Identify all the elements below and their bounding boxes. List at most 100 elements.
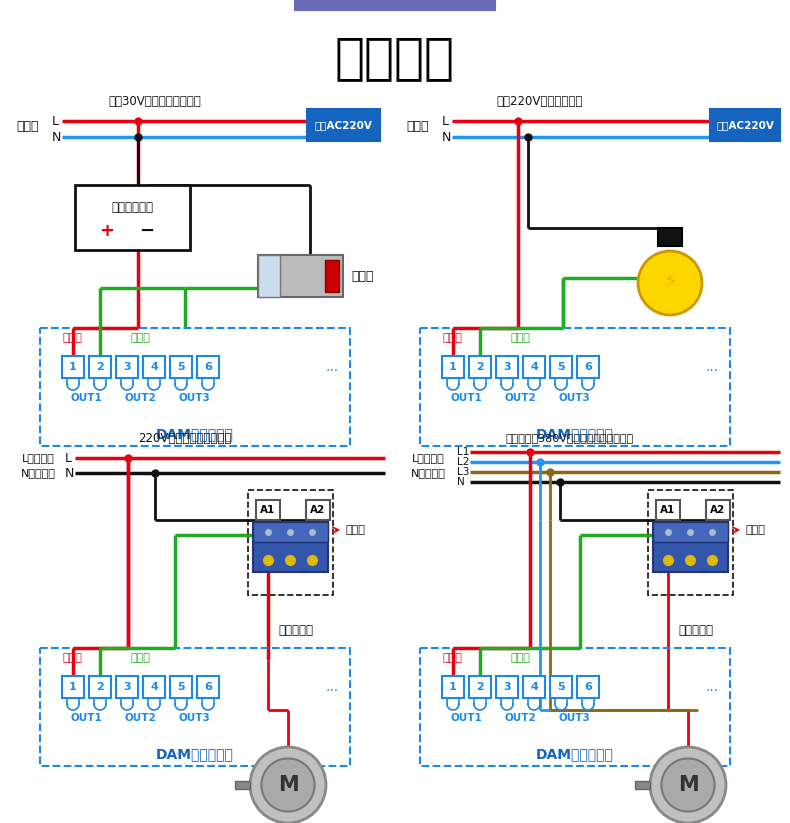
Text: L: L	[442, 114, 449, 128]
Bar	[40, 328, 350, 446]
Text: 常开端: 常开端	[130, 333, 150, 343]
Text: N代表零线: N代表零线	[411, 468, 446, 478]
Text: N: N	[52, 131, 62, 143]
Text: DAM数采控制器: DAM数采控制器	[156, 427, 234, 441]
Text: 主触点: 主触点	[745, 525, 765, 535]
Text: M: M	[277, 775, 299, 795]
Text: OUT1: OUT1	[450, 713, 483, 723]
Text: 电源端: 电源端	[407, 119, 429, 133]
Text: OUT1: OUT1	[450, 393, 483, 403]
Text: 5: 5	[177, 362, 185, 372]
Text: A1: A1	[261, 505, 276, 515]
Bar	[258, 255, 343, 297]
Bar	[256, 500, 280, 520]
Circle shape	[650, 747, 726, 823]
Text: L: L	[52, 114, 59, 128]
Text: OUT3: OUT3	[559, 713, 590, 723]
Bar	[116, 356, 138, 378]
Text: 常开端: 常开端	[510, 333, 530, 343]
Bar	[469, 676, 491, 698]
Text: 220V接交流接触器接线图: 220V接交流接触器接线图	[138, 431, 231, 444]
Text: A1: A1	[660, 505, 675, 515]
Bar	[550, 356, 572, 378]
Text: 1: 1	[70, 362, 77, 372]
Bar	[62, 356, 84, 378]
Bar	[635, 781, 650, 789]
Text: ⚡: ⚡	[662, 273, 678, 293]
Text: OUT1: OUT1	[70, 393, 103, 403]
Text: 2: 2	[96, 682, 103, 692]
Bar	[62, 676, 84, 698]
Text: 交流接触器: 交流接触器	[278, 624, 313, 636]
Bar	[89, 356, 111, 378]
Text: L代表火线: L代表火线	[412, 453, 444, 463]
Bar	[170, 356, 192, 378]
Circle shape	[261, 759, 314, 811]
Text: 交流220V设备接线方法: 交流220V设备接线方法	[497, 95, 583, 108]
Text: OUT1: OUT1	[70, 713, 103, 723]
Text: A2: A2	[310, 505, 325, 515]
Bar	[550, 676, 572, 698]
Text: 主触点: 主触点	[345, 525, 365, 535]
Text: 4: 4	[150, 682, 158, 692]
Text: N: N	[442, 131, 451, 143]
Text: 2: 2	[96, 362, 103, 372]
Text: N: N	[65, 467, 74, 480]
Bar	[75, 185, 190, 250]
Bar	[523, 676, 545, 698]
Text: 输出接线: 输出接线	[335, 34, 455, 82]
Text: 被控设备电源: 被控设备电源	[111, 201, 153, 213]
Text: 4: 4	[530, 362, 538, 372]
Bar	[253, 522, 328, 572]
Text: 公共端: 公共端	[442, 653, 462, 663]
Bar	[706, 500, 730, 520]
Text: N代表零线: N代表零线	[21, 468, 55, 478]
Text: 线圈AC220V: 线圈AC220V	[314, 120, 372, 130]
Circle shape	[638, 251, 702, 315]
Bar	[577, 356, 599, 378]
Text: DAM数采控制器: DAM数采控制器	[156, 747, 234, 761]
Text: 1: 1	[70, 682, 77, 692]
Bar	[653, 522, 728, 542]
Circle shape	[250, 747, 326, 823]
Text: −: −	[140, 222, 155, 240]
Text: 交流接触器: 交流接触器	[678, 624, 713, 636]
Bar	[258, 255, 280, 297]
Bar	[442, 356, 464, 378]
Bar	[306, 500, 330, 520]
Text: OUT3: OUT3	[179, 713, 210, 723]
Text: OUT3: OUT3	[179, 393, 210, 403]
Bar	[197, 676, 219, 698]
Text: 电源端: 电源端	[17, 119, 40, 133]
Text: 5: 5	[177, 682, 185, 692]
Text: 3: 3	[503, 362, 511, 372]
Text: OUT2: OUT2	[505, 713, 536, 723]
Bar	[710, 109, 780, 141]
Bar	[197, 356, 219, 378]
Bar	[648, 490, 733, 595]
Text: 电磁阀: 电磁阀	[351, 269, 374, 282]
Bar	[656, 500, 680, 520]
Text: A2: A2	[710, 505, 726, 515]
Text: 常开端: 常开端	[130, 653, 150, 663]
Text: 6: 6	[204, 362, 212, 372]
Bar	[295, 0, 495, 10]
Text: N: N	[457, 477, 465, 487]
Bar	[307, 109, 380, 141]
Bar	[523, 356, 545, 378]
Bar	[143, 356, 165, 378]
Text: L代表火线: L代表火线	[21, 453, 55, 463]
Text: 公共端: 公共端	[62, 653, 82, 663]
Text: OUT2: OUT2	[505, 393, 536, 403]
Bar	[170, 676, 192, 698]
Bar	[143, 676, 165, 698]
Text: L2: L2	[457, 457, 469, 467]
Text: 2: 2	[476, 682, 483, 692]
Text: 1: 1	[450, 362, 457, 372]
Text: 4: 4	[150, 362, 158, 372]
Bar	[577, 676, 599, 698]
Text: 6: 6	[204, 682, 212, 692]
Text: M: M	[678, 775, 698, 795]
Circle shape	[661, 759, 715, 811]
Text: +: +	[100, 222, 115, 240]
